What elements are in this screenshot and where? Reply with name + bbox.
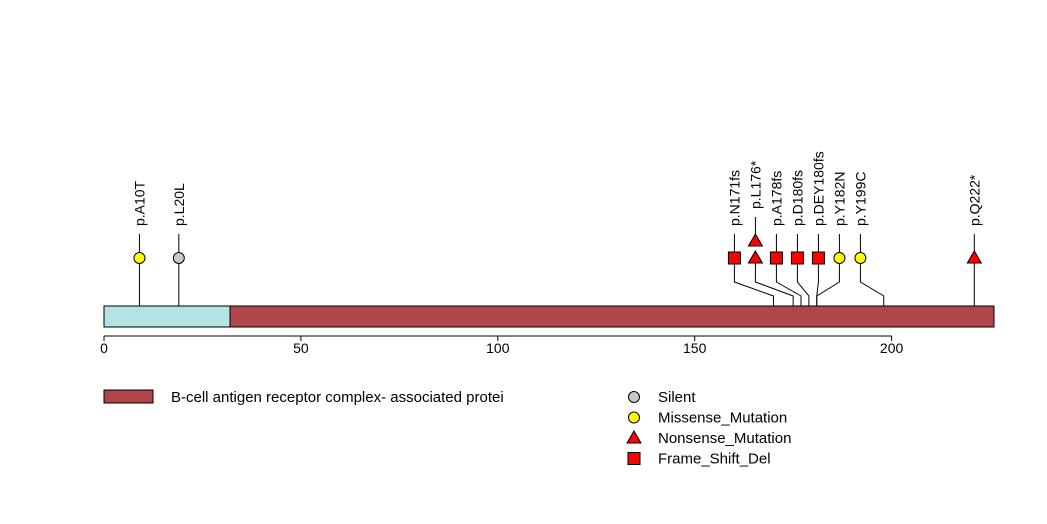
legend-domain-swatch bbox=[103, 389, 154, 404]
legend-square-icon bbox=[627, 452, 641, 465]
protein-backbone bbox=[103, 305, 995, 328]
position-axis: 0 50 100 150 200 bbox=[100, 335, 904, 356]
legend-type-label: Frame_Shift_Del bbox=[658, 451, 771, 468]
legend-circle-icon bbox=[628, 391, 640, 403]
legend-type-label: Nonsense_Mutation bbox=[658, 430, 791, 447]
axis-tick-label: 200 bbox=[880, 340, 904, 356]
legend-type-label: Silent bbox=[658, 389, 696, 406]
legend-triangle-icon bbox=[626, 430, 642, 444]
mutation-label: p.N171fs bbox=[726, 170, 742, 226]
mutation-marker-triangle-icon bbox=[747, 233, 764, 247]
mutation-label: p.L176* bbox=[747, 160, 763, 209]
mutation-label: p.Q222* bbox=[966, 174, 982, 226]
mutation-label: p.L20L bbox=[171, 183, 187, 226]
mutation-lollipop: p.A178fs bbox=[768, 171, 802, 327]
mutation-marker-square-icon bbox=[790, 251, 804, 265]
axis-tick-label: 50 bbox=[293, 340, 309, 356]
mutation-lollipop: p.L176* bbox=[747, 160, 794, 327]
mutation-label: p.Y199C bbox=[852, 172, 868, 226]
mutation-label: p.A178fs bbox=[768, 171, 784, 226]
mutation-lollipop: p.D180fs bbox=[789, 170, 810, 327]
mutation-marker-triangle-icon bbox=[966, 250, 983, 264]
mutation-lollipop: p.A10T bbox=[131, 180, 147, 327]
mutation-lollipop: p.Y199C bbox=[852, 172, 885, 327]
mutation-label: p.DEY180fs bbox=[810, 151, 826, 226]
mutation-label: p.Y182N bbox=[831, 172, 847, 226]
axis-tick-label: 0 bbox=[100, 340, 108, 356]
axis-tick-label: 150 bbox=[683, 340, 707, 356]
legend-circle-icon bbox=[628, 411, 640, 424]
mutation-lollipop: p.Y182N bbox=[816, 172, 847, 327]
mutation-marker-square-icon bbox=[769, 251, 783, 265]
mutation-marker-circle-icon bbox=[172, 252, 185, 264]
mutation-lollipop: p.DEY180fs bbox=[810, 151, 826, 327]
mutation-marker-circle-icon bbox=[833, 252, 846, 264]
mutation-marker-triangle-icon bbox=[747, 250, 764, 264]
protein-domain-0 bbox=[103, 305, 231, 328]
mutation-marker-square-icon bbox=[727, 251, 741, 265]
mutation-lollipops: p.A10T p.L20L p.N171fs p.L176* p.A178fs p.D18… bbox=[131, 151, 982, 327]
mutation-label: p.A10T bbox=[131, 180, 147, 226]
mutation-lollipop: p.L20L bbox=[171, 183, 187, 327]
mutation-marker-circle-icon bbox=[854, 252, 867, 264]
mutation-lollipop: p.Q222* bbox=[966, 174, 982, 327]
legend: B-cell antigen receptor complex- associa… bbox=[103, 389, 791, 468]
mutation-marker-square-icon bbox=[811, 251, 825, 265]
mutation-marker-circle-icon bbox=[133, 252, 146, 264]
legend-domain-label: B-cell antigen receptor complex- associa… bbox=[171, 389, 504, 406]
protein-track bbox=[103, 305, 995, 328]
mutation-label: p.D180fs bbox=[789, 170, 805, 226]
axis-tick-label: 100 bbox=[486, 340, 510, 356]
legend-type-label: Missense_Mutation bbox=[658, 410, 787, 427]
